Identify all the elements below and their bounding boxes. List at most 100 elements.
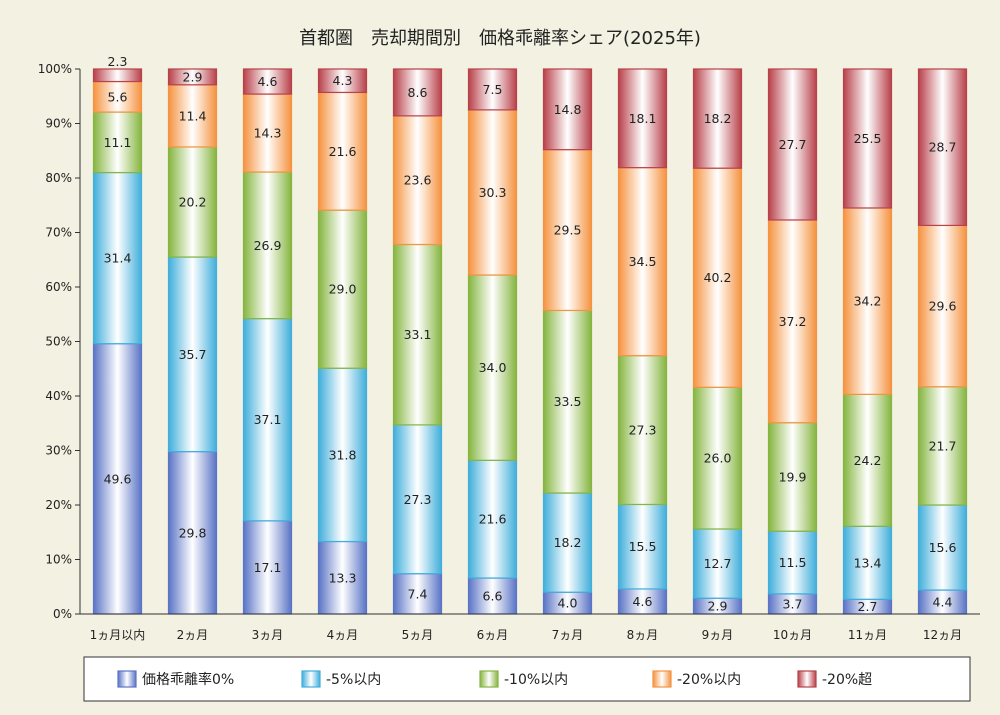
data-label: 37.1 xyxy=(254,412,282,427)
x-tick-label: 8ヵ月 xyxy=(627,628,659,642)
bar-segment xyxy=(242,171,293,320)
data-label: 33.5 xyxy=(554,394,582,409)
data-label: 13.4 xyxy=(854,555,882,570)
data-label: 4.0 xyxy=(558,596,578,611)
data-label: 11.1 xyxy=(104,135,132,150)
data-label: 15.6 xyxy=(929,540,957,555)
bar-segment xyxy=(542,492,593,593)
legend-swatch xyxy=(117,670,137,688)
bar-segment xyxy=(617,355,668,506)
bar-segment xyxy=(317,367,368,543)
legend-label: -10%以内 xyxy=(504,672,568,688)
data-label: 31.4 xyxy=(104,251,132,266)
bar-segment xyxy=(92,111,143,174)
data-label: 28.7 xyxy=(929,140,957,155)
bar-segment xyxy=(242,93,293,173)
data-label: 17.1 xyxy=(254,560,282,575)
data-label: 34.0 xyxy=(479,360,507,375)
y-tick-label: 50% xyxy=(45,335,72,349)
legend: 価格乖離率0% -5%以内 -10%以内 -20%以内 -20%超 xyxy=(83,656,971,702)
data-label: 18.2 xyxy=(554,535,582,550)
bar-segment xyxy=(392,68,443,117)
legend-label: 価格乖離率0% xyxy=(142,671,234,688)
x-axis: 1ヵ月以内 2ヵ月 3ヵ月 4ヵ月 5ヵ月 6ヵ月 7ヵ月 8ヵ月 9ヵ月 10ヵ月 11ヵ月 12ヵ… xyxy=(80,613,980,642)
data-label: 24.2 xyxy=(854,453,882,468)
bar-segment xyxy=(242,68,293,95)
legend-label: -20%超 xyxy=(822,672,872,688)
bar-segment xyxy=(167,84,218,148)
bar-segment xyxy=(617,68,668,169)
bar-segment xyxy=(392,573,443,615)
data-label: 4.6 xyxy=(258,74,278,89)
data-label: 5.6 xyxy=(108,89,128,104)
y-tick-label: 10% xyxy=(45,553,72,567)
data-label: 29.0 xyxy=(329,282,357,297)
data-label: 18.1 xyxy=(629,111,657,126)
bar-segment xyxy=(167,68,218,86)
x-tick-label: 1ヵ月以内 xyxy=(90,628,146,642)
data-label: 6.6 xyxy=(483,589,503,604)
data-label: 35.7 xyxy=(179,347,207,362)
data-label: 40.2 xyxy=(704,270,732,285)
x-tick-label: 7ヵ月 xyxy=(552,628,584,642)
x-tick-label: 12ヵ月 xyxy=(923,628,962,642)
bar-segment xyxy=(767,219,818,424)
data-label: 30.3 xyxy=(479,185,507,200)
bar-segment xyxy=(242,318,293,522)
bar-segment xyxy=(92,343,143,615)
data-label: 2.9 xyxy=(183,69,203,84)
bar-segment xyxy=(842,207,893,395)
data-label: 29.8 xyxy=(179,525,207,540)
data-label: 12.7 xyxy=(704,556,732,571)
data-label: 33.1 xyxy=(404,327,432,342)
x-tick-label: 2ヵ月 xyxy=(177,628,209,642)
bar-segment xyxy=(617,503,668,590)
data-label: 14.8 xyxy=(554,102,582,117)
x-tick-label: 5ヵ月 xyxy=(402,628,434,642)
bar-segment xyxy=(767,530,818,595)
y-tick-label: 90% xyxy=(45,117,72,131)
bar-segment xyxy=(467,68,518,111)
legend-box xyxy=(83,656,971,702)
bar-segment xyxy=(767,422,818,532)
data-label: 21.6 xyxy=(479,512,507,527)
data-label: 34.5 xyxy=(629,254,657,269)
data-label: 11.5 xyxy=(779,555,807,570)
x-tick-label: 10ヵ月 xyxy=(773,628,812,642)
x-tick-label: 3ヵ月 xyxy=(252,628,284,642)
data-label: 49.6 xyxy=(104,471,132,486)
data-label: 2.7 xyxy=(858,599,878,614)
y-tick-label: 40% xyxy=(45,389,72,403)
bar-segment xyxy=(317,68,368,94)
data-label: 26.0 xyxy=(704,451,732,466)
data-label: 8.6 xyxy=(408,85,428,100)
bar-segment xyxy=(317,91,368,211)
data-label: 31.8 xyxy=(329,447,357,462)
data-label: 3.7 xyxy=(783,596,803,611)
data-label: 26.9 xyxy=(254,238,282,253)
y-tick-label: 70% xyxy=(45,226,72,240)
data-label: 20.2 xyxy=(179,194,207,209)
data-label: 15.5 xyxy=(629,539,657,554)
data-label: 4.6 xyxy=(633,594,653,609)
bar-segment xyxy=(692,386,743,530)
data-label: 27.7 xyxy=(779,137,807,152)
bar-segment xyxy=(467,109,518,276)
legend-swatch xyxy=(797,670,817,688)
data-label: 34.2 xyxy=(854,294,882,309)
data-label: 27.3 xyxy=(629,423,657,438)
legend-label: -5%以内 xyxy=(326,672,381,688)
data-label: 18.2 xyxy=(704,111,732,126)
y-tick-label: 0% xyxy=(53,607,72,621)
legend-swatch xyxy=(479,670,499,688)
bar-segment xyxy=(692,167,743,388)
data-label: 2.9 xyxy=(708,599,728,614)
bar-segment xyxy=(467,577,518,615)
bar-segment xyxy=(317,209,368,369)
data-label: 11.4 xyxy=(179,108,207,123)
data-label: 23.6 xyxy=(404,173,432,188)
bar-segment xyxy=(92,171,143,345)
data-label: 25.5 xyxy=(854,131,882,146)
bar-segment xyxy=(767,68,818,221)
